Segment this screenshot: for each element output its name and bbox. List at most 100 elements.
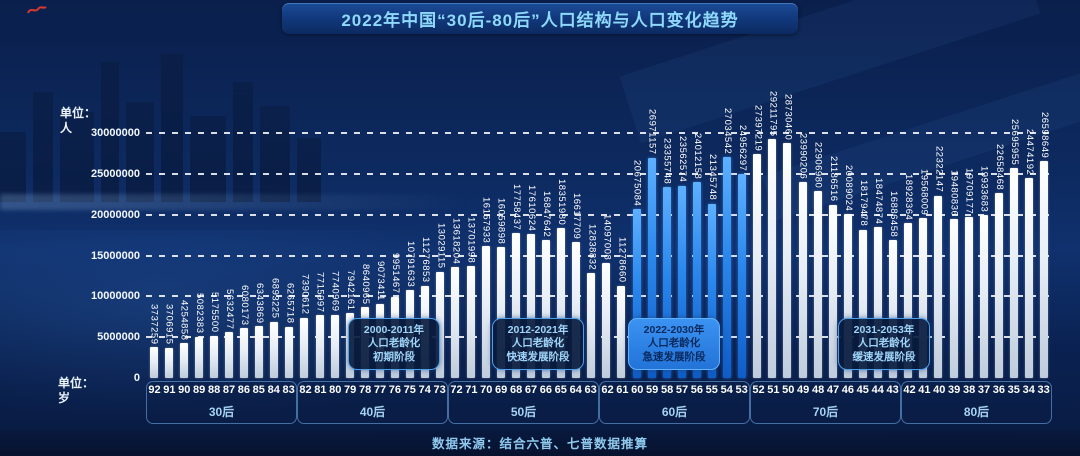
x-tick-label: 78 <box>358 384 372 396</box>
bar-slot: 26598649 <box>1037 112 1052 378</box>
x-tick-label: 60 <box>631 384 644 396</box>
age-group-box: 42 41 40 39 38 37 36 35 34 33 80后 <box>901 381 1052 424</box>
bar-slot: 24474192 <box>1021 129 1036 378</box>
x-tick-label: 72 <box>450 384 463 396</box>
bar-value-label: 11276853 <box>420 237 432 283</box>
bar-value-label: 17610624 <box>525 184 537 232</box>
bar-slot: 26971157 <box>644 109 659 378</box>
bar-value-label: 27034542 <box>722 107 734 155</box>
gridline <box>146 132 1052 134</box>
callout-line: 2012-2021年 <box>507 323 569 336</box>
y-tick-label: 5000000 <box>97 331 140 344</box>
x-tick-label: 62 <box>601 384 614 396</box>
x-tick-label: 44 <box>871 384 884 396</box>
x-tick-label: 81 <box>314 384 327 396</box>
bar <box>300 317 309 378</box>
bar <box>602 262 611 378</box>
bar <box>270 321 279 378</box>
bar-slot: 5082383 <box>191 133 206 378</box>
bar-value-label: 11278660 <box>616 237 628 283</box>
callout-stage-initial: 2000-2011年 人口老龄化 初期阶段 <box>348 318 440 370</box>
x-tick-label: 43 <box>886 384 899 396</box>
callout-line: 人口老龄化 <box>857 337 911 350</box>
x-tick-label: 71 <box>465 384 478 396</box>
bar-value-label: 23562574 <box>676 136 688 183</box>
bar-slot: 25695955 <box>1006 119 1021 378</box>
x-tick-label: 51 <box>767 384 780 396</box>
bar-slot: 6080173 <box>237 133 252 378</box>
bar <box>587 273 596 378</box>
x-tick-label: 53 <box>735 384 748 396</box>
callout-line: 缓速发展阶段 <box>852 350 916 363</box>
bar-value-label: 23355748 <box>661 137 673 185</box>
bar <box>1040 160 1049 378</box>
bar-slot: 29211795 <box>765 91 780 378</box>
bar-value-label: 18928364 <box>903 174 915 221</box>
bar <box>240 328 249 378</box>
bar-value-label: 7740969 <box>329 271 341 312</box>
bar <box>919 218 928 378</box>
bar <box>526 234 535 378</box>
bar-slot: 23562574 <box>674 133 689 378</box>
bar-value-label: 5082383 <box>193 293 205 334</box>
bar-value-label: 7942161 <box>344 269 356 311</box>
bar <box>632 209 641 378</box>
x-tick-label: 61 <box>616 384 629 396</box>
x-tick-label: 47 <box>826 384 840 396</box>
bar-slot: 13701998 <box>463 133 478 378</box>
x-tick-label: 84 <box>267 384 280 396</box>
y-axis-unit-label: 单位： 人 <box>60 106 97 135</box>
x-tick-label: 89 <box>193 384 206 396</box>
bar <box>541 240 550 378</box>
age-group-label: 30后 <box>208 405 235 419</box>
bar <box>994 192 1003 378</box>
x-tick-label: 33 <box>1037 384 1050 396</box>
bar-slot: 7740969 <box>327 133 342 378</box>
callout-line: 人口老龄化 <box>647 337 701 350</box>
bar-value-label: 16886458 <box>888 190 900 238</box>
bar <box>843 213 852 378</box>
bar-slot: 21186516 <box>825 133 840 378</box>
x-tick-label: 91 <box>163 384 176 396</box>
x-tick-label: 85 <box>252 384 265 396</box>
bar-value-label: 26598649 <box>1039 111 1051 158</box>
bar-slot: 5175500 <box>206 133 221 378</box>
gridline <box>146 295 1052 298</box>
bar-value-label: 29211795 <box>767 90 779 137</box>
bar-value-label: 16617709 <box>571 193 583 240</box>
age-group-box: 62 61 60 59 58 57 56 55 54 53 60后 <box>599 381 750 424</box>
bar-slot: 19480836 <box>946 133 961 378</box>
x-tick-label: 52 <box>752 384 765 396</box>
age-tick-row: 82 81 80 79 78 77 76 75 74 73 <box>298 384 447 396</box>
x-tick-label: 42 <box>903 384 916 396</box>
age-group-box: 72 71 70 69 68 67 66 65 64 63 50后 <box>448 381 599 424</box>
bar-slot: 24956297 <box>735 125 750 378</box>
bar-value-label: 5632477 <box>224 288 236 330</box>
bar-value-label: 22906980 <box>812 141 824 188</box>
bar-value-label: 5175500 <box>208 292 220 333</box>
water-glow-band <box>0 194 470 210</box>
x-tick-label: 36 <box>992 384 1006 396</box>
callout-line: 2022-2030年 <box>643 323 705 336</box>
data-source-text: 数据来源：结合六普、七普数据推算 <box>431 437 648 451</box>
bar-value-label: 19709177 <box>963 167 975 215</box>
age-tick-row: 92 91 90 89 88 87 86 85 84 83 <box>147 384 296 396</box>
bar-value-label: 6265718 <box>284 283 296 324</box>
x-tick-label: 48 <box>811 384 825 396</box>
bar-value-label: 22322147 <box>933 146 945 193</box>
bar <box>481 246 490 378</box>
gridline <box>146 336 1052 339</box>
bar-slot: 11278660 <box>614 133 629 378</box>
bar-slot: 27397219 <box>750 105 765 378</box>
bar-slot: 22322147 <box>931 133 946 378</box>
y-tick-label: 20000000 <box>91 208 140 221</box>
bar-value-label: 28730460 <box>782 94 794 141</box>
bar-value-label: 16059898 <box>495 197 507 244</box>
bar-slot: 18928364 <box>901 133 916 378</box>
bar-value-label: 18351980 <box>556 178 568 226</box>
x-tick-label: 92 <box>148 384 161 396</box>
bar-slot: 6343869 <box>252 133 267 378</box>
bar <box>511 232 520 378</box>
x-tick-label: 75 <box>403 384 416 396</box>
y-axis-tick-labels: 0 5000000 10000000 15000000 20000000 25000000… <box>74 127 140 384</box>
